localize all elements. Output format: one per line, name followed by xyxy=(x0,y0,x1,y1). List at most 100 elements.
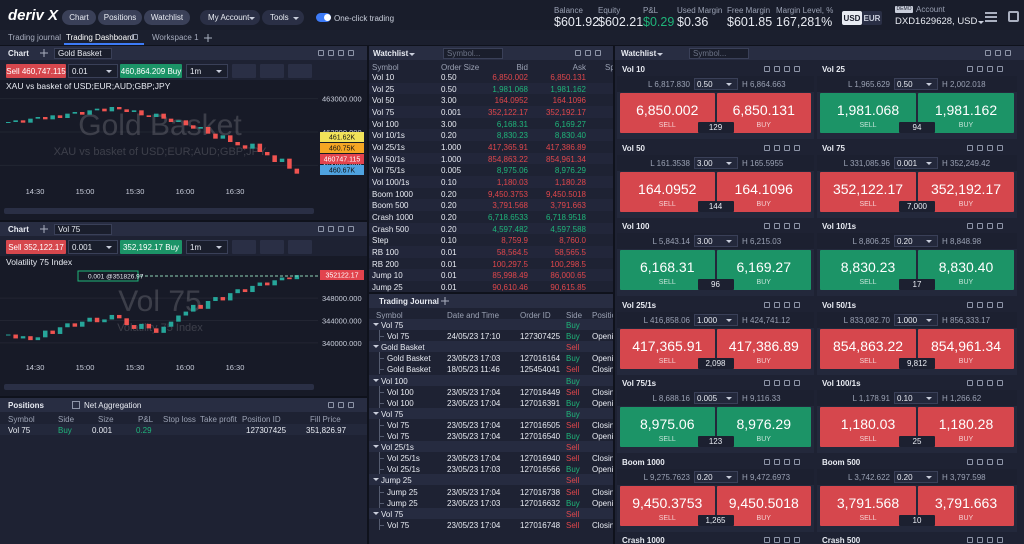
card-name[interactable]: Vol 75 xyxy=(822,143,845,153)
account-id[interactable]: DXD1629628, USD xyxy=(895,16,989,27)
sell-button[interactable] xyxy=(6,240,66,254)
panel-icon[interactable] xyxy=(967,380,973,386)
cell[interactable]: Vol 50 xyxy=(372,96,395,106)
symbol-input-text[interactable]: Gold Basket xyxy=(58,49,102,58)
card-name[interactable]: Vol 75/1s xyxy=(622,379,657,388)
panel-icon[interactable] xyxy=(774,537,780,543)
card-name[interactable]: Vol 25/1s xyxy=(622,300,657,310)
card-name[interactable]: Boom 500 xyxy=(822,457,861,467)
panel-icon[interactable] xyxy=(328,50,334,56)
card-size-select[interactable] xyxy=(894,235,938,247)
card-size-select[interactable] xyxy=(694,156,738,169)
panel-icon[interactable] xyxy=(348,226,354,232)
panel-icon[interactable] xyxy=(977,537,983,543)
panel-icon[interactable] xyxy=(977,223,983,229)
nav-button[interactable] xyxy=(62,10,96,25)
sell-button[interactable] xyxy=(6,64,66,78)
panel-icon[interactable] xyxy=(987,380,993,386)
tab[interactable]: Workspace 1 xyxy=(152,33,199,42)
panel-icon[interactable] xyxy=(997,380,1003,386)
panel-icon[interactable] xyxy=(967,223,973,229)
cell[interactable]: Vol 75 xyxy=(372,108,395,117)
group-caret[interactable] xyxy=(373,411,379,418)
tab[interactable]: Trading journal xyxy=(8,33,62,42)
toolbar-button[interactable] xyxy=(232,240,256,254)
panel-icon[interactable] xyxy=(132,34,138,40)
toggle-switch[interactable] xyxy=(316,13,331,22)
cell[interactable]: Vol 100/1s xyxy=(372,178,410,188)
group-caret[interactable] xyxy=(373,478,379,484)
panel-icon[interactable] xyxy=(987,458,993,465)
group-caret[interactable] xyxy=(373,445,379,451)
cell[interactable]: Vol 10/1s xyxy=(372,131,405,141)
search-box[interactable] xyxy=(443,48,503,59)
card-name[interactable]: Vol 100 xyxy=(622,222,650,231)
panel-icon[interactable] xyxy=(764,301,770,308)
panel-icon[interactable] xyxy=(784,66,790,72)
panel-icon[interactable] xyxy=(995,50,1001,56)
panel-icon[interactable] xyxy=(764,144,770,151)
group-caret[interactable] xyxy=(373,345,379,351)
card-name[interactable]: Vol 10 xyxy=(622,65,645,74)
menu-icon[interactable] xyxy=(985,12,997,22)
symbol-input-text[interactable]: Vol 75 xyxy=(58,225,81,234)
panel-icon[interactable] xyxy=(774,144,780,151)
group-caret[interactable] xyxy=(373,378,379,385)
interval-select[interactable] xyxy=(186,240,228,254)
toolbar-button[interactable] xyxy=(260,64,284,78)
cell[interactable]: Jump 10 xyxy=(372,271,403,281)
menu-button[interactable] xyxy=(200,10,260,25)
panel-icon[interactable] xyxy=(348,402,354,408)
panel-icon[interactable] xyxy=(794,458,800,465)
cell[interactable]: RB 200 xyxy=(372,259,399,269)
panel-icon[interactable] xyxy=(977,380,983,386)
panel-icon[interactable] xyxy=(997,144,1003,151)
panel-icon[interactable] xyxy=(774,458,780,465)
toolbar-button[interactable] xyxy=(232,64,256,78)
panel-icon[interactable] xyxy=(794,380,800,386)
card-name[interactable]: Vol 50/1s xyxy=(822,300,857,310)
cell[interactable]: RB 100 xyxy=(372,248,399,258)
toolbar-button[interactable] xyxy=(260,240,284,254)
cell[interactable]: Vol 25/1s xyxy=(372,143,405,153)
size-input[interactable] xyxy=(68,64,118,78)
panel-icon[interactable] xyxy=(967,458,973,465)
toolbar-button[interactable] xyxy=(288,64,312,78)
panel-icon[interactable] xyxy=(784,144,790,151)
panel-icon[interactable] xyxy=(318,50,324,56)
card-name[interactable]: Vol 10/1s xyxy=(822,222,857,231)
panel-icon[interactable] xyxy=(967,537,973,543)
card-size-select[interactable] xyxy=(694,392,738,404)
panel-icon[interactable] xyxy=(774,301,780,308)
panel-title[interactable]: Watchlist xyxy=(373,49,420,58)
card-name[interactable]: Crash 1000 xyxy=(622,536,665,544)
panel-icon[interactable] xyxy=(338,226,344,232)
panel-icon[interactable] xyxy=(774,380,780,386)
panel-icon[interactable] xyxy=(764,380,770,386)
panel-icon[interactable] xyxy=(967,144,973,151)
cell[interactable]: Step xyxy=(372,236,389,246)
panel-icon[interactable] xyxy=(987,301,993,308)
panel-icon[interactable] xyxy=(977,144,983,151)
panel-icon[interactable] xyxy=(328,226,334,232)
panel-icon[interactable] xyxy=(987,144,993,151)
nav-button[interactable] xyxy=(98,10,142,25)
card-name[interactable]: Vol 50 xyxy=(622,143,645,153)
panel-icon[interactable] xyxy=(987,223,993,229)
menu-button[interactable] xyxy=(262,10,304,25)
panel-icon[interactable] xyxy=(764,458,770,465)
panel-icon[interactable] xyxy=(794,301,800,308)
tab[interactable]: Trading Dashboard xyxy=(66,33,135,42)
panel-icon[interactable] xyxy=(318,226,324,232)
panel-icon[interactable] xyxy=(764,66,770,72)
buy-button[interactable] xyxy=(120,240,182,254)
panel-icon[interactable] xyxy=(1005,50,1011,56)
group-caret[interactable] xyxy=(373,323,379,329)
panel-icon[interactable] xyxy=(784,380,790,386)
card-name[interactable]: Vol 25 xyxy=(822,65,845,74)
panel-icon[interactable] xyxy=(967,301,973,308)
panel-icon[interactable] xyxy=(794,223,800,229)
group-caret[interactable] xyxy=(373,511,379,518)
panel-icon[interactable] xyxy=(985,50,991,56)
panel-icon[interactable] xyxy=(784,458,790,465)
